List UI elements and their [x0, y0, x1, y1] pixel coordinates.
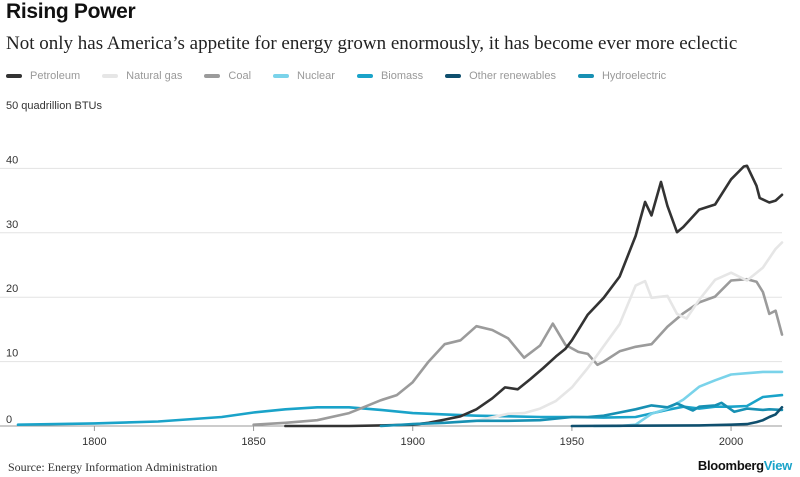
legend-swatch: [273, 74, 290, 78]
legend-swatch: [204, 74, 221, 78]
legend-label: Coal: [228, 70, 252, 82]
series-line-hydroelectric: [379, 401, 784, 428]
legend-item-natural-gas: Natural gas: [102, 70, 182, 82]
legend-swatch: [6, 74, 22, 78]
legend-item-other-renewables: Other renewables: [445, 70, 556, 82]
legend-item-nuclear: Nuclear: [273, 70, 335, 82]
y-tick-label: 20: [6, 283, 18, 295]
series-line-other-renewables: [570, 406, 784, 428]
legend-item-biomass: Biomass: [356, 70, 424, 82]
legend-label: Other renewables: [469, 70, 556, 82]
legend-swatch: [356, 74, 373, 78]
legend-item-petroleum: Petroleum: [6, 70, 80, 82]
legend-item-hydroelectric: Hydroelectric: [577, 70, 667, 82]
chart-subtitle: Not only has America’s appetite for ener…: [6, 33, 738, 54]
legend-label: Nuclear: [297, 70, 335, 82]
y-axis-unit-label: 50 quadrillion BTUs: [6, 100, 102, 112]
source-note: Source: Energy Information Administratio…: [8, 460, 218, 474]
brand-name-part1: Bloomberg: [697, 458, 764, 473]
y-tick-label: 10: [6, 348, 18, 360]
series-line-natural-gas: [411, 241, 784, 426]
legend-item-coal: Coal: [204, 70, 251, 82]
y-tick-label: 30: [6, 219, 18, 231]
series-line-petroleum: [284, 164, 784, 428]
chart-legend: Petroleum Natural gas Coal Nuclear Biomass Ot…: [6, 68, 688, 84]
legend-swatch: [577, 74, 594, 78]
legend-label: Hydroelectric: [601, 70, 667, 82]
chart-title: Rising Power: [6, 0, 136, 23]
legend-label: Petroleum: [30, 70, 81, 82]
series-line-coal: [252, 277, 784, 426]
legend-swatch: [102, 74, 119, 78]
y-tick-label: 0: [6, 414, 12, 426]
x-tick-label: 1800: [82, 436, 106, 448]
legend-label: Biomass: [380, 70, 424, 82]
brand-logo: BloombergView: [698, 458, 792, 473]
x-tick-label: 1950: [560, 436, 584, 448]
legend-swatch: [445, 74, 462, 78]
brand-name-part2: View: [763, 458, 793, 473]
x-tick-label: 1850: [241, 436, 265, 448]
x-tick-label: 1900: [400, 436, 424, 448]
legend-label: Natural gas: [126, 70, 183, 82]
y-tick-label: 40: [6, 154, 18, 166]
x-tick-label: 2000: [719, 436, 743, 448]
